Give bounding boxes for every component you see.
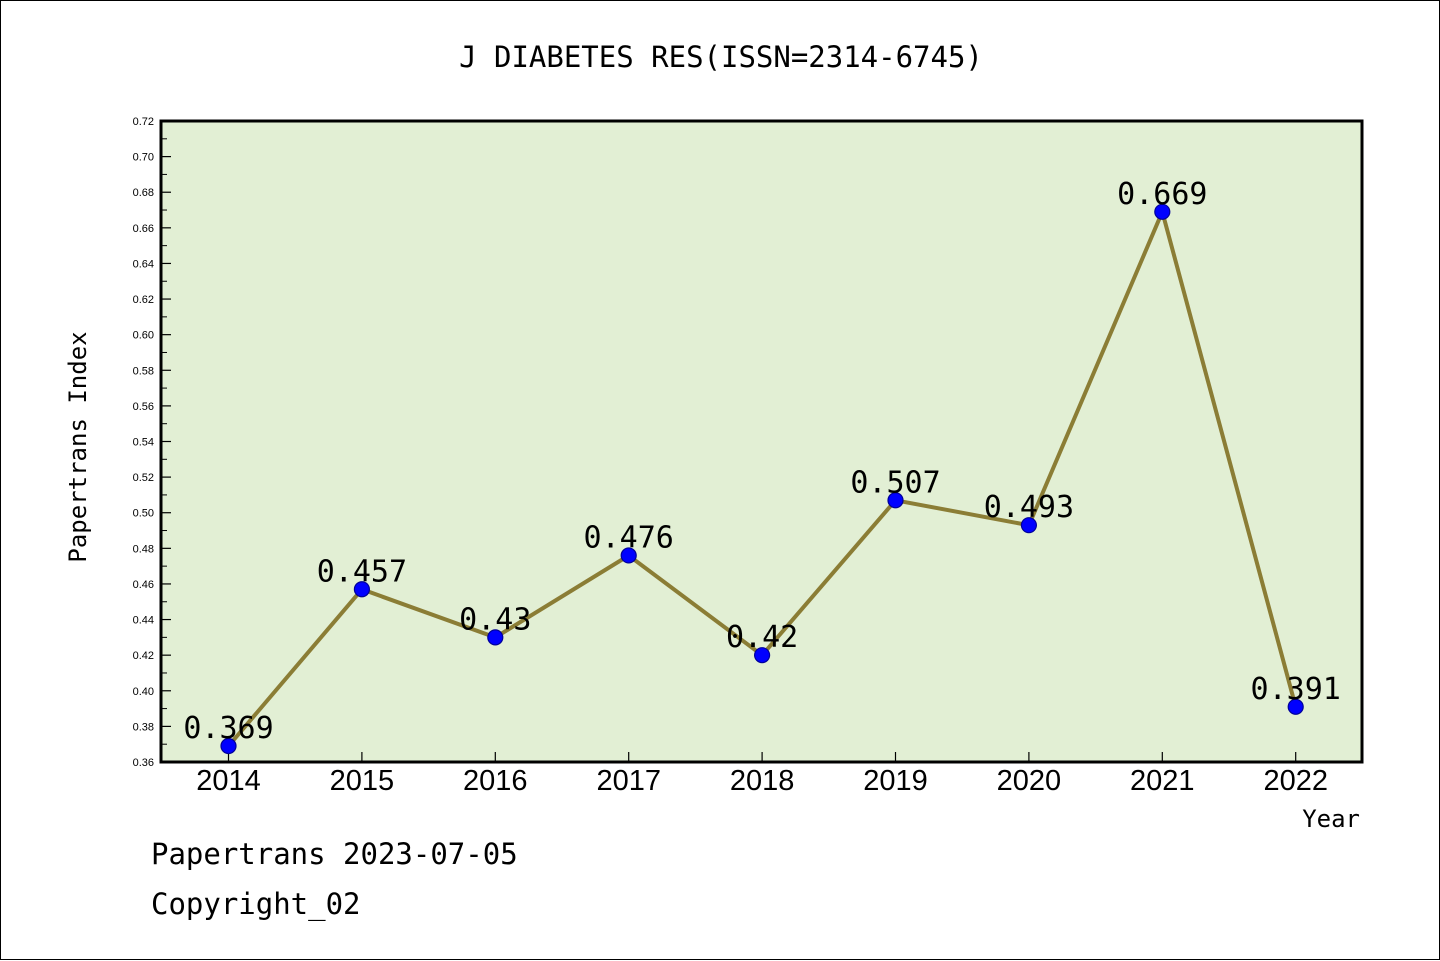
data-label: 0.493 [984, 490, 1074, 525]
y-tick-label: 0.36 [133, 757, 154, 769]
data-point [1020, 517, 1038, 534]
x-tick-label: 2014 [196, 765, 261, 797]
y-tick-label: 0.70 [133, 152, 154, 164]
y-tick-label: 0.64 [133, 258, 154, 270]
y-tick-label: 0.54 [133, 437, 154, 449]
footer-copyright: Copyright_02 [151, 887, 361, 921]
series-markers [220, 203, 1304, 755]
data-label: 0.43 [459, 602, 531, 637]
data-label: 0.669 [1117, 177, 1207, 212]
y-tick-label: 0.60 [133, 330, 154, 342]
data-point [1154, 203, 1171, 220]
y-axis-label: Papertrans Index [64, 331, 92, 562]
y-tick-label: 0.44 [133, 615, 154, 627]
y-axis: 0.36 0.38 0.40 0.42 0.44 0.46 0.48 0.50 0.52 0.54… [133, 116, 171, 769]
x-tick-label: 2021 [1130, 765, 1195, 797]
y-tick-label: 0.68 [133, 187, 154, 199]
x-axis: 2014 2015 2016 2017 2018 2019 2020 2021 2022 [196, 752, 1328, 797]
data-point [487, 629, 504, 646]
x-tick-label: 2017 [596, 765, 661, 797]
y-tick-label: 0.40 [133, 686, 154, 698]
x-tick-label: 2022 [1263, 765, 1328, 797]
data-point [887, 492, 904, 509]
plot-border [159, 119, 1364, 764]
x-axis-label: Year [1302, 805, 1360, 833]
x-tick-label: 2015 [330, 765, 395, 797]
y-tick-label: 0.48 [133, 543, 154, 555]
footer-date: Papertrans 2023-07-05 [151, 837, 518, 871]
data-label: 0.507 [850, 465, 940, 500]
y-tick-label: 0.46 [133, 579, 154, 591]
y-tick-label: 0.52 [133, 472, 154, 484]
plot-area [161, 121, 1362, 762]
y-tick-label: 0.38 [133, 721, 154, 733]
data-label: 0.42 [726, 620, 798, 655]
data-label: 0.457 [317, 554, 407, 589]
data-point [1287, 698, 1304, 715]
x-tick-label: 2019 [863, 765, 928, 797]
y-tick-label: 0.58 [133, 365, 154, 377]
x-tick-label: 2020 [997, 765, 1062, 797]
y-tick-label: 0.56 [133, 401, 154, 413]
x-tick-label: 2018 [730, 765, 795, 797]
data-point [353, 581, 370, 598]
y-tick-label: 0.50 [133, 508, 154, 520]
data-label: 0.391 [1251, 672, 1341, 707]
data-labels: 0.369 0.457 0.43 0.476 0.42 0.507 0.493 0.669 0.… [183, 177, 1341, 746]
chart-title: J DIABETES RES(ISSN=2314-6745) [459, 40, 983, 74]
y-tick-label: 0.42 [133, 650, 154, 662]
data-point [753, 647, 771, 664]
data-label: 0.476 [584, 520, 674, 555]
y-tick-label: 0.62 [133, 294, 154, 306]
y-tick-label: 0.66 [133, 223, 154, 235]
data-point [220, 737, 237, 755]
y-tick-label: 0.72 [133, 116, 154, 128]
data-label: 0.369 [183, 711, 273, 746]
x-tick-label: 2016 [463, 765, 528, 797]
data-point [620, 547, 637, 564]
